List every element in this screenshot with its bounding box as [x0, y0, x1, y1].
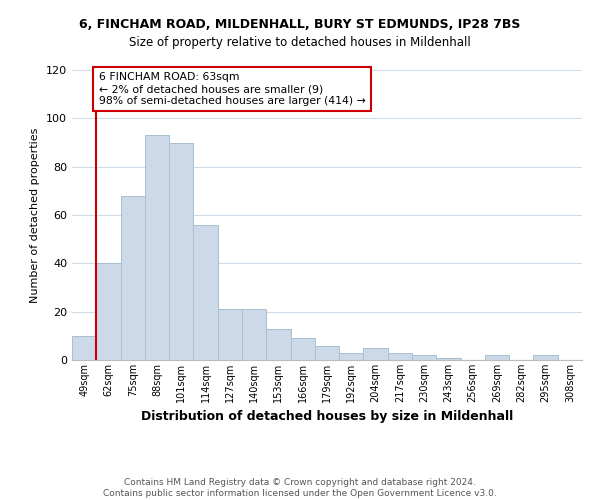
Bar — [364, 348, 388, 360]
Bar — [169, 142, 193, 360]
Bar — [145, 135, 169, 360]
Bar — [121, 196, 145, 360]
Bar — [266, 328, 290, 360]
Bar — [485, 355, 509, 360]
Bar — [388, 353, 412, 360]
Bar — [290, 338, 315, 360]
Bar — [72, 336, 96, 360]
Text: 6, FINCHAM ROAD, MILDENHALL, BURY ST EDMUNDS, IP28 7BS: 6, FINCHAM ROAD, MILDENHALL, BURY ST EDM… — [79, 18, 521, 30]
Bar — [436, 358, 461, 360]
Bar — [193, 224, 218, 360]
Bar — [412, 355, 436, 360]
Bar — [242, 309, 266, 360]
X-axis label: Distribution of detached houses by size in Mildenhall: Distribution of detached houses by size … — [141, 410, 513, 424]
Bar — [218, 309, 242, 360]
Bar — [96, 264, 121, 360]
Bar — [533, 355, 558, 360]
Y-axis label: Number of detached properties: Number of detached properties — [31, 128, 40, 302]
Text: 6 FINCHAM ROAD: 63sqm
← 2% of detached houses are smaller (9)
98% of semi-detach: 6 FINCHAM ROAD: 63sqm ← 2% of detached h… — [99, 72, 365, 106]
Bar — [315, 346, 339, 360]
Text: Contains HM Land Registry data © Crown copyright and database right 2024.
Contai: Contains HM Land Registry data © Crown c… — [103, 478, 497, 498]
Text: Size of property relative to detached houses in Mildenhall: Size of property relative to detached ho… — [129, 36, 471, 49]
Bar — [339, 353, 364, 360]
